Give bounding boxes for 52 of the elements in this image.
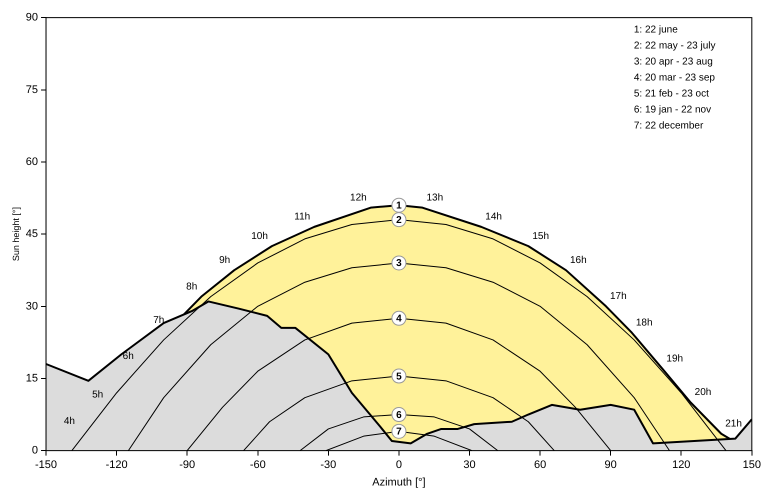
- annotation: 3: [396, 258, 402, 270]
- annotation: 7: [396, 426, 402, 438]
- annotation: 4h: [64, 416, 75, 428]
- x-tick-label: 0: [396, 459, 402, 472]
- annotation: 6: [396, 410, 402, 421]
- annotation: 8h: [186, 281, 198, 292]
- annotation: 7h: [153, 315, 164, 326]
- y-tick-label: 15: [26, 372, 38, 384]
- annotation: 5: [396, 371, 402, 382]
- annotation: 11h: [294, 212, 310, 223]
- x-tick-label: 60: [534, 459, 546, 472]
- annotation: 17h: [610, 291, 627, 302]
- annotation: 15h: [532, 230, 550, 242]
- annotation: 3: 20 apr - 23 aug: [634, 56, 713, 68]
- annotation: 20h: [694, 387, 712, 398]
- x-tick-label: -150: [35, 459, 58, 472]
- annotation: 4: [396, 314, 402, 325]
- x-tick-label: 120: [672, 459, 690, 472]
- x-tick-label: -120: [106, 459, 128, 472]
- x-tick-label: 30: [463, 459, 476, 472]
- annotation: 21h: [725, 418, 742, 430]
- annotation: 10h: [251, 230, 268, 242]
- annotation: 2: 22 may - 23 july: [634, 40, 716, 52]
- annotation: 2: [396, 214, 402, 226]
- annotation: 19h: [666, 354, 684, 365]
- x-tick-label: -30: [320, 459, 336, 472]
- annotation: 5h: [92, 390, 104, 401]
- y-tick-label: 60: [26, 156, 38, 168]
- y-tick-label: 45: [26, 228, 38, 240]
- y-axis-title: Sun height [°]: [10, 207, 21, 262]
- x-tick-label: 150: [742, 459, 762, 472]
- y-tick-label: 30: [26, 300, 38, 312]
- annotation: 6h: [122, 351, 134, 362]
- annotation: 18h: [636, 317, 653, 328]
- x-tick-label: -60: [250, 459, 266, 472]
- y-tick-label: 75: [26, 84, 38, 96]
- annotation: 13h: [426, 192, 444, 204]
- annotation: 7: 22 december: [634, 120, 704, 132]
- y-tick-label: 90: [26, 12, 38, 24]
- annotation: 12h: [350, 192, 367, 204]
- annotation: 1: [396, 200, 402, 212]
- annotation: 4: 20 mar - 23 sep: [634, 72, 716, 84]
- x-axis-title: Azimuth [°]: [372, 476, 426, 488]
- y-tick-label: 0: [32, 444, 38, 457]
- x-tick-label: 90: [604, 459, 617, 472]
- annotation: 14h: [485, 212, 502, 223]
- annotation: 16h: [570, 254, 587, 266]
- annotation: 9h: [219, 254, 230, 266]
- annotation: 5: 21 feb - 23 oct: [634, 88, 710, 100]
- annotation: 6: 19 jan - 22 nov: [634, 104, 712, 116]
- annotation: 1: 22 june: [634, 24, 678, 36]
- x-tick-label: -90: [179, 459, 196, 472]
